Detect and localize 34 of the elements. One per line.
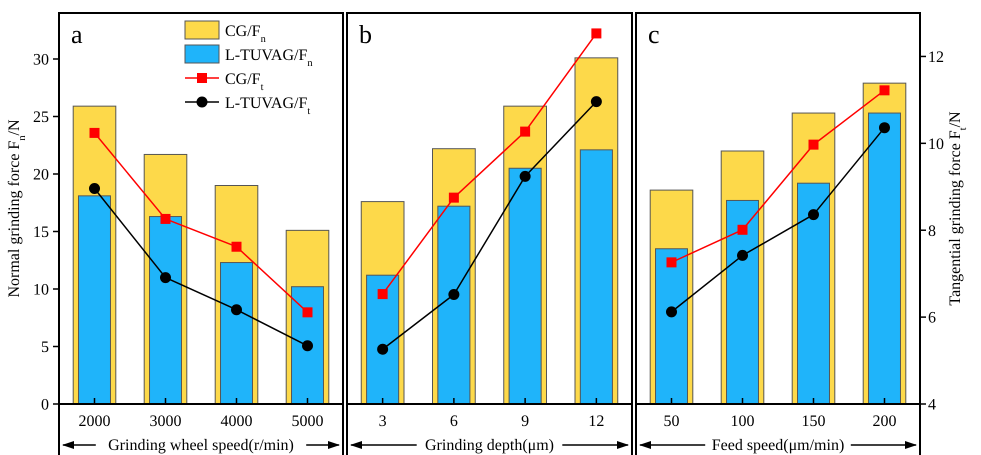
y-tick-label: 20 (33, 166, 49, 184)
y-tick-label: 0 (41, 396, 49, 414)
x-tick-label: 150 (802, 413, 826, 430)
x-axis-title: Feed speed(μm/min) (712, 437, 844, 454)
x-axis-title: Grinding wheel speed(r/min) (108, 437, 294, 454)
legend-label: CG/F$_{t}$ (225, 71, 264, 92)
x-axis-title: Grinding depth(μm) (425, 437, 554, 454)
legend-label: CG/F$_{n}$ (225, 23, 267, 44)
x-tick-label: 200 (872, 413, 896, 430)
x-tick-label: 100 (730, 413, 754, 430)
legend-label: L-TUVAG/F$_{t}$ (225, 95, 310, 116)
x-tick-label: 6 (450, 413, 458, 430)
legend-label: L-TUVAG/F$_{n}$ (225, 47, 314, 68)
x-tick-label: 12 (588, 413, 604, 430)
x-tick-label: 50 (664, 413, 680, 430)
y-tick-label: 5 (41, 339, 49, 356)
chart-title: c (648, 20, 660, 49)
y-tick-label: 25 (33, 109, 49, 126)
x-tick-label: 5000 (292, 413, 324, 430)
y2-tick-label: 12 (928, 49, 944, 66)
x-tick-label: 3 (378, 413, 387, 430)
y-tick-label: 10 (33, 282, 49, 299)
y2-tick-label: 10 (928, 136, 944, 153)
chart-title: b (359, 20, 372, 49)
x-tick-label: 9 (521, 413, 530, 430)
y2-tick-label: 8 (928, 222, 936, 240)
x-tick-label: 2000 (78, 413, 110, 430)
x-tick-label: 4000 (220, 413, 252, 430)
y-tick-label: 30 (33, 52, 49, 69)
chart-title: a (71, 20, 83, 49)
x-tick-label: 3000 (150, 413, 182, 430)
y2-tick-label: 6 (928, 310, 936, 327)
y-tick-label: 15 (33, 224, 49, 242)
y2-tick-label: 4 (928, 396, 936, 414)
